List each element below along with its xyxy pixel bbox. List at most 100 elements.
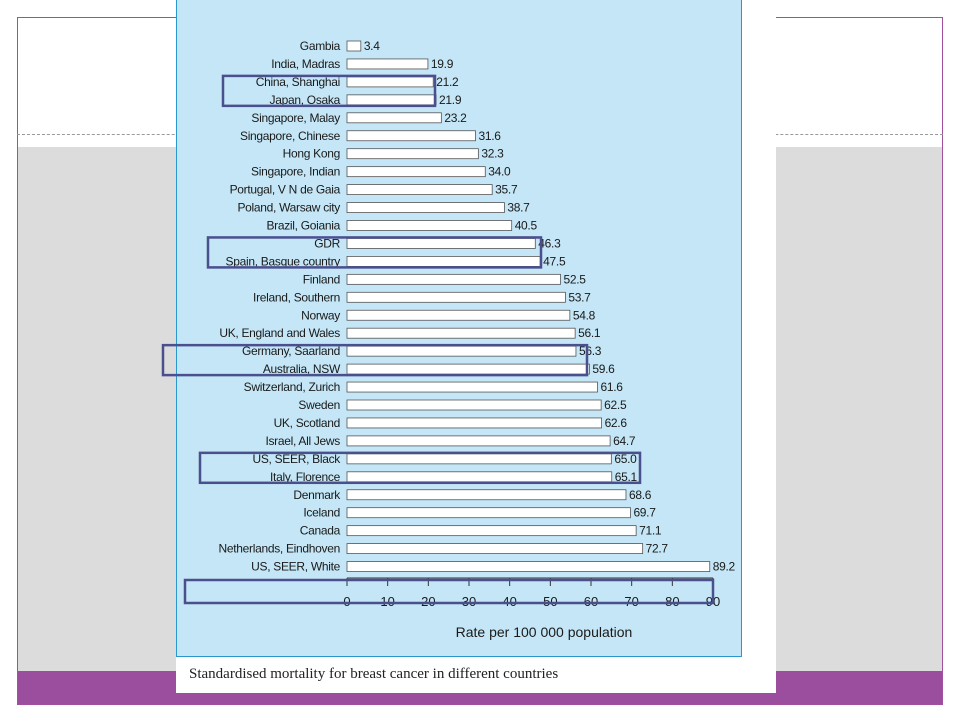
highlight-box — [198, 451, 642, 485]
x-tick-label: 80 — [665, 594, 679, 609]
bar — [346, 543, 644, 554]
category-label: Singapore, Chinese — [240, 129, 341, 143]
value-label: 3.4 — [364, 39, 380, 53]
value-label: 52.5 — [564, 272, 587, 286]
category-label: UK, England and Wales — [219, 326, 340, 340]
bar — [346, 220, 513, 231]
value-label: 34.0 — [488, 165, 511, 179]
category-label: Hong Kong — [283, 147, 340, 161]
x-tick-label: 0 — [343, 594, 350, 609]
value-label: 21.2 — [436, 75, 459, 89]
category-label: US, SEER, Black — [252, 452, 341, 466]
value-label: 71.1 — [639, 524, 662, 538]
bar — [346, 327, 576, 339]
bar — [346, 345, 577, 357]
value-label: 19.9 — [431, 57, 454, 71]
category-label: Brazil, Goiania — [266, 219, 340, 233]
category-label: Singapore, Indian — [251, 165, 340, 179]
value-label: 59.6 — [592, 362, 615, 376]
category-label: Norway — [301, 308, 340, 322]
bar — [346, 166, 486, 178]
category-label: India, Madras — [271, 57, 340, 71]
value-label: 53.7 — [568, 290, 591, 304]
bar — [346, 112, 442, 124]
bar — [346, 471, 613, 483]
x-tick-label: 10 — [380, 594, 394, 609]
bar — [346, 130, 476, 142]
category-label: Iceland — [303, 506, 340, 520]
bar — [346, 435, 611, 447]
x-tick-label: 30 — [462, 594, 476, 609]
bar — [346, 202, 505, 213]
bar — [346, 255, 541, 267]
value-label: 65.0 — [614, 452, 637, 466]
value-label: 64.7 — [613, 434, 636, 448]
bar — [346, 399, 602, 411]
category-label: Finland — [303, 272, 340, 286]
bar — [346, 309, 571, 321]
highlight-box — [161, 343, 589, 377]
bar — [346, 417, 602, 429]
bar — [346, 184, 493, 196]
bar — [346, 561, 711, 572]
highlight-box — [206, 236, 543, 269]
value-label: 21.9 — [439, 93, 462, 107]
bar — [346, 291, 566, 303]
category-label: Switzerland, Zurich — [244, 380, 340, 394]
value-label: 46.3 — [538, 236, 561, 250]
category-label: Israel, All Jews — [265, 434, 340, 448]
category-label: Japan, Osaka — [270, 93, 341, 107]
value-label: 89.2 — [713, 560, 736, 574]
category-label: UK, Scotland — [274, 416, 340, 430]
value-label: 31.6 — [479, 129, 502, 143]
value-label: 56.3 — [579, 344, 602, 358]
value-label: 62.5 — [604, 398, 627, 412]
value-label: 23.2 — [444, 111, 467, 125]
bar — [346, 40, 362, 52]
bar — [346, 381, 598, 393]
category-label: Netherlands, Eindhoven — [219, 542, 341, 556]
bar — [346, 363, 590, 375]
bar — [346, 148, 479, 160]
value-label: 40.5 — [515, 219, 538, 233]
bar — [346, 94, 437, 106]
x-axis-title: Rate per 100 000 population — [456, 624, 633, 640]
category-label: Germany, Saarland — [242, 344, 340, 358]
axis-highlight-box — [183, 578, 715, 605]
category-label: China, Shanghai — [256, 75, 340, 89]
value-label: 32.3 — [481, 147, 504, 161]
bar — [346, 525, 637, 537]
category-label: Spain, Basque country — [226, 254, 341, 268]
figure-caption: Standardised mortality for breast cancer… — [189, 666, 559, 682]
category-label: Poland, Warsaw city — [237, 201, 340, 215]
bar — [346, 489, 627, 501]
x-tick-label: 70 — [624, 594, 638, 609]
category-label: Singapore, Malay — [251, 111, 340, 125]
category-label: Portugal, V N de Gaia — [230, 183, 341, 197]
bar — [346, 507, 631, 519]
category-label: Australia, NSW — [263, 362, 341, 376]
category-label: Ireland, Southern — [253, 290, 340, 304]
category-label: Denmark — [293, 488, 341, 502]
category-label: Canada — [300, 524, 341, 538]
value-label: 68.6 — [629, 488, 652, 502]
value-label: 65.1 — [615, 470, 638, 484]
value-label: 56.1 — [578, 326, 601, 340]
bar — [346, 58, 429, 70]
x-tick-label: 40 — [502, 594, 516, 609]
category-label: Italy, Florence — [270, 470, 341, 484]
bar — [346, 76, 434, 88]
category-label: Sweden — [298, 398, 340, 412]
bar — [346, 453, 612, 465]
x-tick-label: 50 — [543, 594, 557, 609]
value-label: 47.5 — [543, 254, 566, 268]
value-label: 69.7 — [633, 506, 656, 520]
value-label: 54.8 — [573, 308, 596, 322]
category-label: US, SEER, White — [251, 560, 340, 574]
x-tick-label: 60 — [584, 594, 598, 609]
highlight-box — [221, 74, 437, 108]
value-label: 35.7 — [495, 183, 518, 197]
category-label: Gambia — [300, 39, 341, 53]
x-tick-label: 20 — [421, 594, 435, 609]
